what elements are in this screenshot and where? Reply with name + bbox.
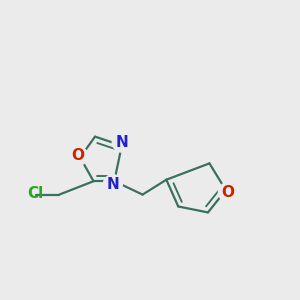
Text: O: O bbox=[221, 185, 234, 200]
Circle shape bbox=[103, 175, 122, 194]
Text: O: O bbox=[72, 148, 85, 164]
Circle shape bbox=[112, 133, 131, 152]
Text: N: N bbox=[106, 177, 119, 192]
Circle shape bbox=[69, 146, 88, 166]
Text: Cl: Cl bbox=[27, 186, 44, 201]
Circle shape bbox=[218, 183, 237, 202]
Text: N: N bbox=[116, 135, 128, 150]
